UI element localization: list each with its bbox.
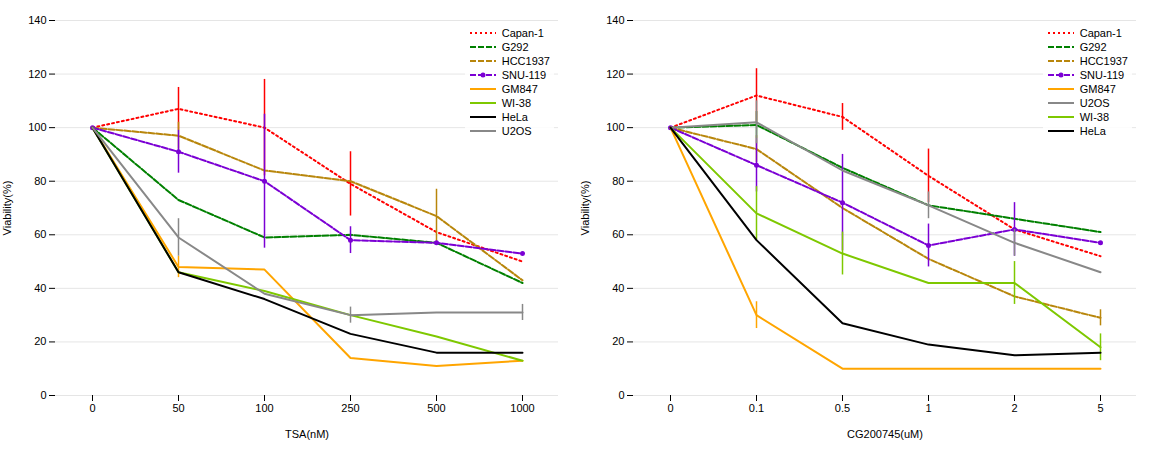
svg-text:1: 1 [925, 402, 931, 414]
svg-text:140: 140 [606, 14, 624, 26]
svg-text:40: 40 [612, 282, 624, 294]
html-text:GM847: GM847 [501, 83, 538, 95]
svg-text:Viability(%): Viability(%) [1, 181, 13, 236]
svg-text:0.1: 0.1 [749, 402, 764, 414]
html-text:Capan-1: Capan-1 [501, 27, 544, 39]
svg-text:20: 20 [612, 335, 624, 347]
html-text:G292: G292 [1079, 41, 1107, 53]
html-text:SNU-119: SNU-119 [1079, 69, 1125, 81]
html-text:U2OS: U2OS [1079, 97, 1110, 109]
html-text:U2OS: U2OS [501, 125, 532, 137]
svg-text:250: 250 [341, 402, 359, 414]
svg-text:40: 40 [34, 282, 46, 294]
svg-text:50: 50 [172, 402, 184, 414]
svg-text:500: 500 [427, 402, 445, 414]
svg-text:0: 0 [89, 402, 95, 414]
svg-text:120: 120 [28, 68, 46, 80]
svg-text:140: 140 [28, 14, 46, 26]
svg-text:0: 0 [40, 389, 46, 401]
html-text:SNU-119: SNU-119 [501, 69, 547, 81]
svg-text:Viability(%): Viability(%) [579, 181, 591, 236]
svg-text:80: 80 [612, 175, 624, 187]
html-text:Capan-1: Capan-1 [1079, 27, 1122, 39]
html-text:HCC1937: HCC1937 [1079, 55, 1128, 67]
svg-text:80: 80 [34, 175, 46, 187]
html-text:HCC1937: HCC1937 [501, 55, 550, 67]
svg-text:0: 0 [618, 389, 624, 401]
svg-text:120: 120 [606, 68, 624, 80]
svg-text:0: 0 [667, 402, 673, 414]
svg-text:20: 20 [34, 335, 46, 347]
svg-text:TSA(nM): TSA(nM) [285, 428, 329, 440]
html-text:GM847: GM847 [1079, 83, 1116, 95]
svg-text:60: 60 [612, 228, 624, 240]
svg-text:CG200745(uM): CG200745(uM) [847, 428, 923, 440]
svg-text:60: 60 [34, 228, 46, 240]
svg-text:0.5: 0.5 [835, 402, 850, 414]
html-text:G292: G292 [501, 41, 529, 53]
svg-text:100: 100 [255, 402, 273, 414]
svg-text:100: 100 [28, 121, 46, 133]
svg-text:100: 100 [606, 121, 624, 133]
svg-text:2: 2 [1011, 402, 1017, 414]
html-text:HeLa: HeLa [501, 111, 528, 123]
html-text:HeLa: HeLa [1079, 125, 1106, 137]
html-text:WI-38: WI-38 [501, 97, 531, 109]
html-text:WI-38: WI-38 [1079, 111, 1109, 123]
svg-text:5: 5 [1097, 402, 1103, 414]
svg-text:1000: 1000 [510, 402, 534, 414]
